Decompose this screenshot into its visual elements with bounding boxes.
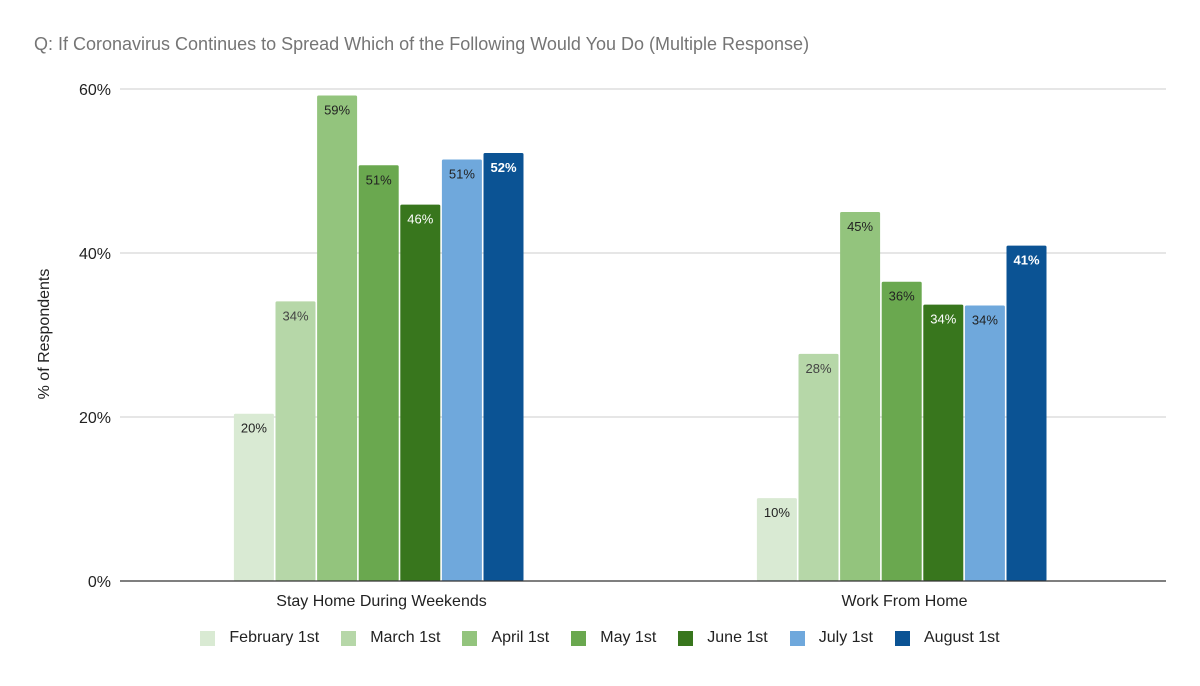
data-label: 51% [449, 167, 475, 182]
bar [441, 159, 482, 581]
legend-label: March 1st [370, 629, 441, 646]
legend-label: April 1st [491, 629, 550, 646]
bar [923, 304, 964, 581]
data-label: 59% [324, 103, 350, 118]
bar [275, 301, 316, 581]
legend: February 1st March 1st April 1st May 1st Jun… [0, 629, 1200, 647]
y-axis-title: % of Respondents [36, 269, 53, 400]
x-category-label: Work From Home [842, 593, 968, 610]
legend-item: February 1st [200, 629, 319, 647]
y-tick-label: 20% [79, 410, 111, 427]
bar [317, 95, 358, 581]
legend-swatch [341, 630, 357, 646]
legend-label: August 1st [924, 629, 1000, 646]
legend-label: May 1st [600, 629, 657, 646]
data-label: 10% [764, 505, 790, 520]
y-tick-label: 40% [79, 246, 111, 263]
bar [964, 305, 1005, 581]
data-label: 28% [805, 361, 831, 376]
bar [881, 281, 922, 581]
data-label: 52% [490, 160, 516, 175]
legend-item: July 1st [789, 629, 873, 647]
legend-swatch [895, 630, 910, 646]
y-tick-label: 0% [88, 574, 111, 591]
data-label: 36% [889, 289, 915, 304]
data-label: 34% [282, 308, 308, 323]
bar [798, 353, 839, 581]
legend-label: June 1st [707, 629, 768, 646]
bar [1006, 245, 1047, 581]
legend-item: April 1st [462, 629, 549, 647]
legend-swatch [678, 630, 694, 646]
legend-swatch [200, 630, 216, 646]
data-label: 34% [930, 312, 956, 327]
chart-title: Q: If Coronavirus Continues to Spread Wh… [34, 34, 810, 54]
data-label: 34% [972, 312, 998, 327]
legend-item: August 1st [895, 629, 1000, 647]
data-label: 45% [847, 219, 873, 234]
legend-label: July 1st [818, 629, 873, 646]
data-label: 41% [1013, 253, 1039, 268]
x-category-label: Stay Home During Weekends [276, 593, 486, 610]
legend-label: February 1st [229, 629, 320, 646]
legend-item: March 1st [341, 629, 440, 647]
legend-swatch [789, 630, 805, 646]
bar [840, 212, 881, 581]
data-label: 51% [366, 172, 392, 187]
bar [400, 204, 441, 581]
legend-swatch [462, 630, 478, 646]
bar [483, 152, 524, 581]
bar [233, 413, 274, 581]
legend-swatch [571, 630, 587, 646]
legend-item: June 1st [678, 629, 768, 647]
data-label: 46% [407, 212, 433, 227]
bar [358, 165, 399, 581]
bar [756, 498, 797, 581]
y-tick-label: 60% [79, 82, 111, 99]
legend-item: May 1st [571, 629, 656, 647]
data-label: 20% [241, 421, 267, 436]
